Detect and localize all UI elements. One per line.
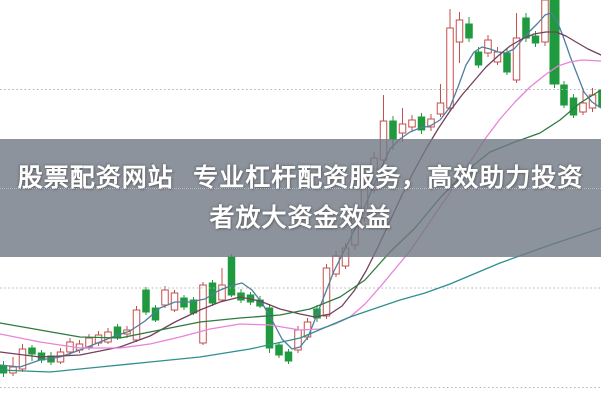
banner-text-line-2: 者放大资金效益 <box>209 203 392 232</box>
banner-text-line-1: 股票配资网站 专业杠杆配资服务，高效助力投资 <box>17 163 584 192</box>
gridline-through-banner <box>0 188 601 189</box>
watermark-banner: 股票配资网站 专业杠杆配资服务，高效助力投资 者放大资金效益 <box>0 139 601 257</box>
